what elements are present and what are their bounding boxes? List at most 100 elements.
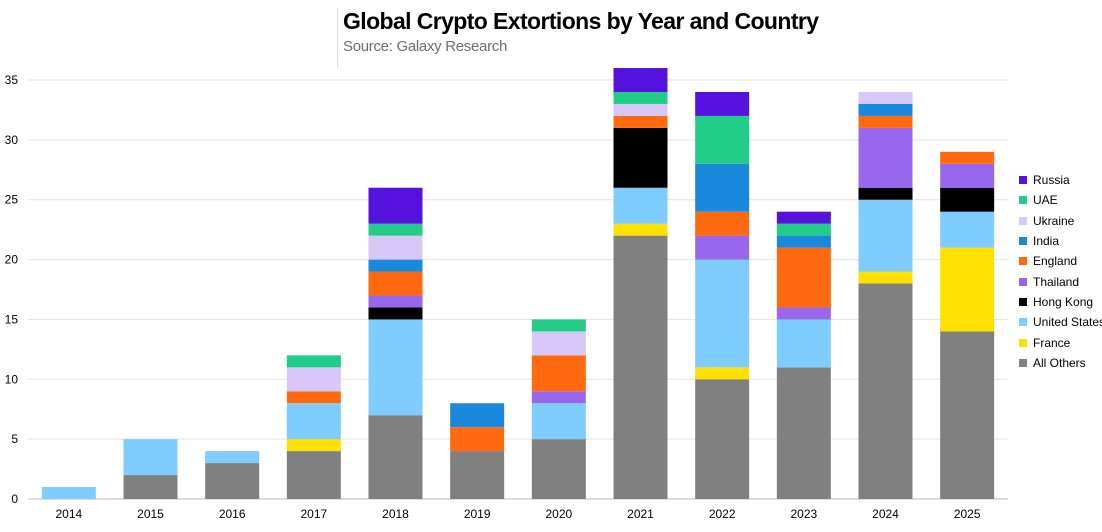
legend-item-thailand: Thailand xyxy=(1019,271,1102,291)
legend-label: France xyxy=(1033,335,1071,350)
y-tick-label: 15 xyxy=(5,312,19,326)
bar-segment-russia-2022 xyxy=(695,91,750,116)
x-tick-label: 2017 xyxy=(300,507,327,521)
y-axis: 0 5 10 15 20 25 30 35 xyxy=(5,73,19,506)
bar-segment-uae-2021 xyxy=(613,91,668,104)
bar-segment-all-others-2019 xyxy=(450,451,505,499)
bar-segment-united-states-2023 xyxy=(776,319,831,368)
bar-segment-united-states-2024 xyxy=(858,199,913,272)
x-tick-label: 2014 xyxy=(55,507,82,521)
bar-segment-india-2023 xyxy=(776,235,831,248)
bar-segment-hong-kong-2018 xyxy=(368,307,423,320)
bar-segment-united-states-2020 xyxy=(531,403,586,440)
bar-segment-france-2025 xyxy=(940,247,995,332)
legend-label: India xyxy=(1033,234,1060,249)
legend-swatch xyxy=(1019,277,1027,286)
bar-segment-england-2025 xyxy=(940,151,995,164)
bar-segment-england-2021 xyxy=(613,115,668,128)
legend-item-uae: UAE xyxy=(1019,190,1102,210)
bar-segment-uae-2022 xyxy=(695,115,750,164)
legend-item-ukraine: Ukraine xyxy=(1019,211,1102,231)
bar-segment-russia-2018 xyxy=(368,187,423,224)
bar-segment-united-states-2017 xyxy=(286,403,341,440)
gridlines xyxy=(28,79,1008,500)
legend-label: Hong Kong xyxy=(1033,294,1094,309)
bar-segment-thailand-2023 xyxy=(776,307,831,320)
legend-swatch xyxy=(1019,176,1027,185)
bar-segment-thailand-2018 xyxy=(368,295,423,308)
bar-segment-uae-2018 xyxy=(368,223,423,236)
bar-segment-all-others-2020 xyxy=(531,439,586,499)
bar-segment-ukraine-2021 xyxy=(613,103,668,116)
y-tick-label: 25 xyxy=(5,193,19,207)
bar-segment-india-2019 xyxy=(450,403,505,428)
legend-item-france: France xyxy=(1019,332,1102,352)
bar-segment-hong-kong-2021 xyxy=(613,127,668,188)
chart-subtitle: Source: Galaxy Research xyxy=(343,38,508,55)
bar-segment-all-others-2025 xyxy=(940,331,995,499)
legend-label: Russia xyxy=(1033,173,1070,188)
bar-segment-france-2021 xyxy=(613,223,668,236)
legend-swatch xyxy=(1019,237,1027,246)
bar-segment-england-2023 xyxy=(776,247,831,308)
y-tick-label: 0 xyxy=(11,492,18,506)
bar-segment-united-states-2021 xyxy=(613,187,668,224)
bar-segment-russia-2021 xyxy=(613,68,668,92)
legend-label: All Others xyxy=(1033,355,1086,370)
bar-segment-ukraine-2024 xyxy=(858,91,913,104)
bar-segment-all-others-2021 xyxy=(613,235,668,499)
legend-swatch xyxy=(1019,297,1027,306)
legend-swatch xyxy=(1019,216,1027,225)
bar-segment-all-others-2023 xyxy=(776,367,831,499)
bar-segment-thailand-2024 xyxy=(858,127,913,188)
x-tick-label: 2024 xyxy=(872,507,899,521)
bar-segment-england-2018 xyxy=(368,271,423,296)
bar-segment-england-2022 xyxy=(695,211,750,236)
bar-segment-india-2024 xyxy=(858,103,913,116)
legend-item-all-others: All Others xyxy=(1019,353,1102,373)
x-tick-label: 2018 xyxy=(382,507,409,521)
x-tick-label: 2020 xyxy=(545,507,572,521)
bar-segment-united-states-2022 xyxy=(695,259,750,368)
bar-segment-ukraine-2017 xyxy=(286,367,341,392)
legend-item-england: England xyxy=(1019,251,1102,271)
x-tick-label: 2022 xyxy=(709,507,736,521)
bar-segment-uae-2017 xyxy=(286,355,341,368)
y-tick-label: 20 xyxy=(5,253,19,267)
bar-segment-uae-2023 xyxy=(776,223,831,236)
legend-swatch xyxy=(1019,196,1027,205)
bar-segment-thailand-2022 xyxy=(695,235,750,260)
bar-segment-all-others-2022 xyxy=(695,379,750,499)
x-tick-label: 2025 xyxy=(954,507,981,521)
y-tick-label: 30 xyxy=(5,133,19,147)
legend-swatch xyxy=(1019,338,1027,347)
legend-label: UAE xyxy=(1033,193,1058,208)
bar-segment-hong-kong-2024 xyxy=(858,187,913,200)
bar-segment-thailand-2025 xyxy=(940,163,995,188)
chart-title: Global Crypto Extortions by Year and Cou… xyxy=(343,8,819,34)
x-tick-label: 2023 xyxy=(790,507,817,521)
legend-item-russia: Russia xyxy=(1019,170,1102,190)
bar-segment-thailand-2020 xyxy=(531,391,586,404)
bar-segment-united-states-2018 xyxy=(368,319,423,416)
bar-segment-united-states-2025 xyxy=(940,211,995,248)
legend-label: Ukraine xyxy=(1033,213,1075,228)
x-tick-label: 2016 xyxy=(219,507,246,521)
bar-segment-england-2019 xyxy=(450,427,505,452)
bar-segment-france-2022 xyxy=(695,367,750,380)
legend-item-india: India xyxy=(1019,231,1102,251)
bar-segment-india-2018 xyxy=(368,259,423,272)
bar-segment-uae-2020 xyxy=(531,319,586,332)
legend-swatch xyxy=(1019,257,1027,266)
legend-label: United States xyxy=(1033,315,1102,330)
bar-segment-france-2017 xyxy=(286,439,341,452)
legend: Russia UAE Ukraine India England Thailand Hong… xyxy=(1019,170,1102,373)
y-tick-label: 5 xyxy=(11,432,18,446)
bar-segment-hong-kong-2025 xyxy=(940,187,995,212)
legend-item-united-states: United States xyxy=(1019,312,1102,332)
bar-segment-all-others-2015 xyxy=(123,475,178,499)
bar-segment-all-others-2017 xyxy=(286,451,341,499)
legend-label: Thailand xyxy=(1033,274,1080,289)
x-axis: 2014 2015 2016 2017 2018 2019 2020 2021 2022 2023… xyxy=(55,507,980,521)
